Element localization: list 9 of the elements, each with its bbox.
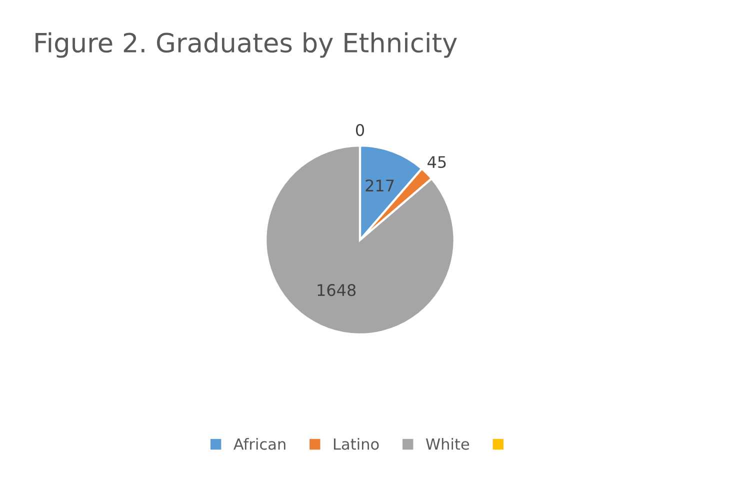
legend-label: White: [426, 438, 470, 450]
legend-label: African: [234, 438, 286, 450]
legend-label: Latino: [334, 438, 379, 450]
chart-title: Figure 2. Graduates by Ethnicity: [36, 32, 457, 58]
data-label: 1648: [318, 284, 356, 296]
text: 0: [356, 124, 364, 136]
data-label: 217: [366, 179, 394, 192]
pie-slice: [264, 144, 456, 336]
data-label: 45: [428, 156, 446, 168]
